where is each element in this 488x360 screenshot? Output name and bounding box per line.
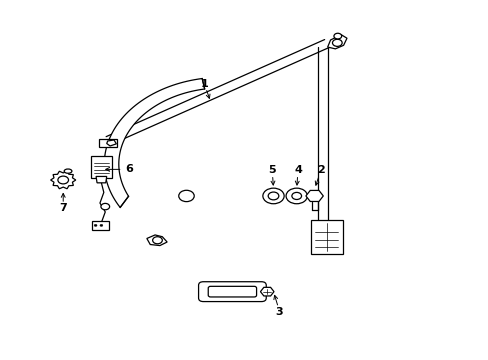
Polygon shape [327,35,346,49]
FancyBboxPatch shape [310,220,342,254]
Text: 2: 2 [316,166,324,175]
Polygon shape [104,78,204,207]
Text: 6: 6 [125,165,133,174]
Text: 4: 4 [294,166,302,175]
Polygon shape [260,287,273,296]
FancyBboxPatch shape [91,156,112,177]
Text: 7: 7 [59,203,67,213]
FancyBboxPatch shape [92,221,109,230]
Ellipse shape [64,169,72,173]
Circle shape [94,224,97,226]
Circle shape [291,192,301,199]
FancyBboxPatch shape [198,282,265,302]
Text: 1: 1 [201,78,208,89]
Polygon shape [146,235,167,246]
Circle shape [333,33,341,39]
Polygon shape [106,140,116,146]
Polygon shape [51,171,76,189]
Polygon shape [96,176,106,183]
Circle shape [58,176,68,184]
Circle shape [152,237,162,244]
Circle shape [179,190,194,202]
Circle shape [100,224,102,226]
Text: 3: 3 [275,307,283,317]
FancyBboxPatch shape [99,139,117,147]
Circle shape [332,39,342,46]
Circle shape [267,192,278,200]
Circle shape [285,188,307,204]
Circle shape [101,203,109,210]
Circle shape [263,188,284,204]
Polygon shape [305,190,323,202]
Text: 5: 5 [267,166,275,175]
FancyBboxPatch shape [208,286,256,297]
